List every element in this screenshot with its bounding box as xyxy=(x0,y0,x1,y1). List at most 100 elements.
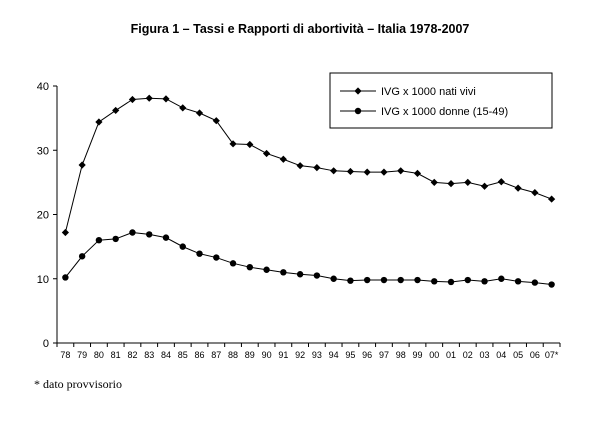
y-tick-label: 20 xyxy=(37,210,49,222)
x-tick-label: 89 xyxy=(245,350,255,360)
data-point xyxy=(531,279,539,286)
x-tick-label: 82 xyxy=(127,350,137,360)
data-point xyxy=(514,278,522,285)
data-point xyxy=(413,169,422,177)
legend-box xyxy=(329,72,553,129)
data-point xyxy=(531,189,539,197)
data-point xyxy=(363,168,371,176)
x-tick-label: 91 xyxy=(278,350,288,360)
data-point xyxy=(363,276,371,284)
x-tick-label: 80 xyxy=(94,350,104,360)
x-tick-label: 04 xyxy=(496,350,506,360)
series-layer xyxy=(61,94,556,288)
data-point xyxy=(548,195,556,203)
data-point xyxy=(162,95,170,103)
x-tick-label: 00 xyxy=(429,350,439,360)
data-point xyxy=(145,94,153,102)
data-point xyxy=(313,272,321,279)
x-tick-label: 84 xyxy=(161,350,171,360)
data-point xyxy=(330,167,338,175)
x-tick-label: 85 xyxy=(178,350,188,360)
x-tick-label: 81 xyxy=(111,350,121,360)
data-point xyxy=(279,155,287,163)
x-tick-label: 05 xyxy=(513,350,523,360)
data-point xyxy=(195,109,204,117)
data-point xyxy=(246,263,254,271)
data-point xyxy=(196,250,203,257)
x-tick-label: 98 xyxy=(396,350,406,360)
y-tick-label: 10 xyxy=(37,274,49,286)
data-point xyxy=(548,281,555,288)
data-point xyxy=(179,243,186,250)
data-point xyxy=(481,278,488,285)
x-tick-label: 87 xyxy=(211,350,221,360)
x-tick-label: 79 xyxy=(77,350,87,360)
data-point xyxy=(179,104,187,112)
x-tick-label: 78 xyxy=(60,350,70,360)
data-point xyxy=(95,237,103,244)
x-tick-label: 86 xyxy=(195,350,205,360)
x-tick-label: 01 xyxy=(446,350,456,360)
data-point xyxy=(78,161,86,169)
data-point xyxy=(128,95,137,104)
data-point xyxy=(112,106,120,115)
x-tick-label: 95 xyxy=(345,350,355,360)
y-tick-label: 30 xyxy=(37,145,49,157)
x-tick-label: 97 xyxy=(379,350,389,360)
data-point xyxy=(263,266,270,273)
data-point xyxy=(280,269,287,276)
data-point xyxy=(262,149,271,158)
data-point xyxy=(347,277,354,284)
data-point xyxy=(78,253,86,260)
legend-label-nati-vivi: IVG x 1000 nati vivi xyxy=(381,86,476,98)
chart-title: Figura 1 – Tassi e Rapporti di abortivit… xyxy=(130,22,470,36)
data-point xyxy=(397,167,405,175)
data-point xyxy=(229,140,237,148)
data-point xyxy=(497,178,505,186)
data-point xyxy=(112,235,119,243)
series-2 xyxy=(62,229,555,288)
data-point xyxy=(397,276,404,284)
data-point xyxy=(464,276,471,284)
data-point xyxy=(313,163,321,172)
x-tick-label: 03 xyxy=(480,350,490,360)
data-point xyxy=(430,178,438,186)
x-tick-label: 83 xyxy=(144,350,154,360)
x-tick-label: 96 xyxy=(362,350,372,360)
data-point xyxy=(129,229,136,236)
data-point xyxy=(229,260,237,267)
data-point xyxy=(480,182,489,190)
data-point xyxy=(246,140,254,149)
data-point xyxy=(431,278,438,285)
data-point xyxy=(296,271,304,278)
data-point xyxy=(380,276,388,284)
data-point xyxy=(498,275,505,282)
legend-marker-diamond xyxy=(354,87,362,95)
x-tick-label: 90 xyxy=(262,350,272,360)
data-point xyxy=(447,278,455,286)
legend: IVG x 1000 nati vivi IVG x 1000 donne (1… xyxy=(329,72,553,129)
data-point xyxy=(447,180,455,188)
data-point xyxy=(62,274,69,281)
data-point xyxy=(296,162,304,170)
data-point xyxy=(61,228,69,237)
x-tick-label: 88 xyxy=(228,350,238,360)
data-point xyxy=(212,117,220,125)
y-tick-label: 0 xyxy=(43,338,49,350)
x-tick-label: 93 xyxy=(312,350,322,360)
data-point xyxy=(346,167,355,176)
series-1 xyxy=(61,94,556,237)
y-tick-label: 40 xyxy=(37,81,49,93)
data-point xyxy=(330,275,337,282)
data-point xyxy=(95,118,103,126)
x-tick-label: 94 xyxy=(329,350,339,360)
data-point xyxy=(464,178,472,186)
x-tick-label: 92 xyxy=(295,350,305,360)
x-tick-label: 02 xyxy=(463,350,473,360)
footnote: * dato provvisorio xyxy=(34,377,122,391)
data-point xyxy=(146,231,153,238)
data-point xyxy=(414,276,421,284)
x-tick-label: 07* xyxy=(545,350,559,360)
